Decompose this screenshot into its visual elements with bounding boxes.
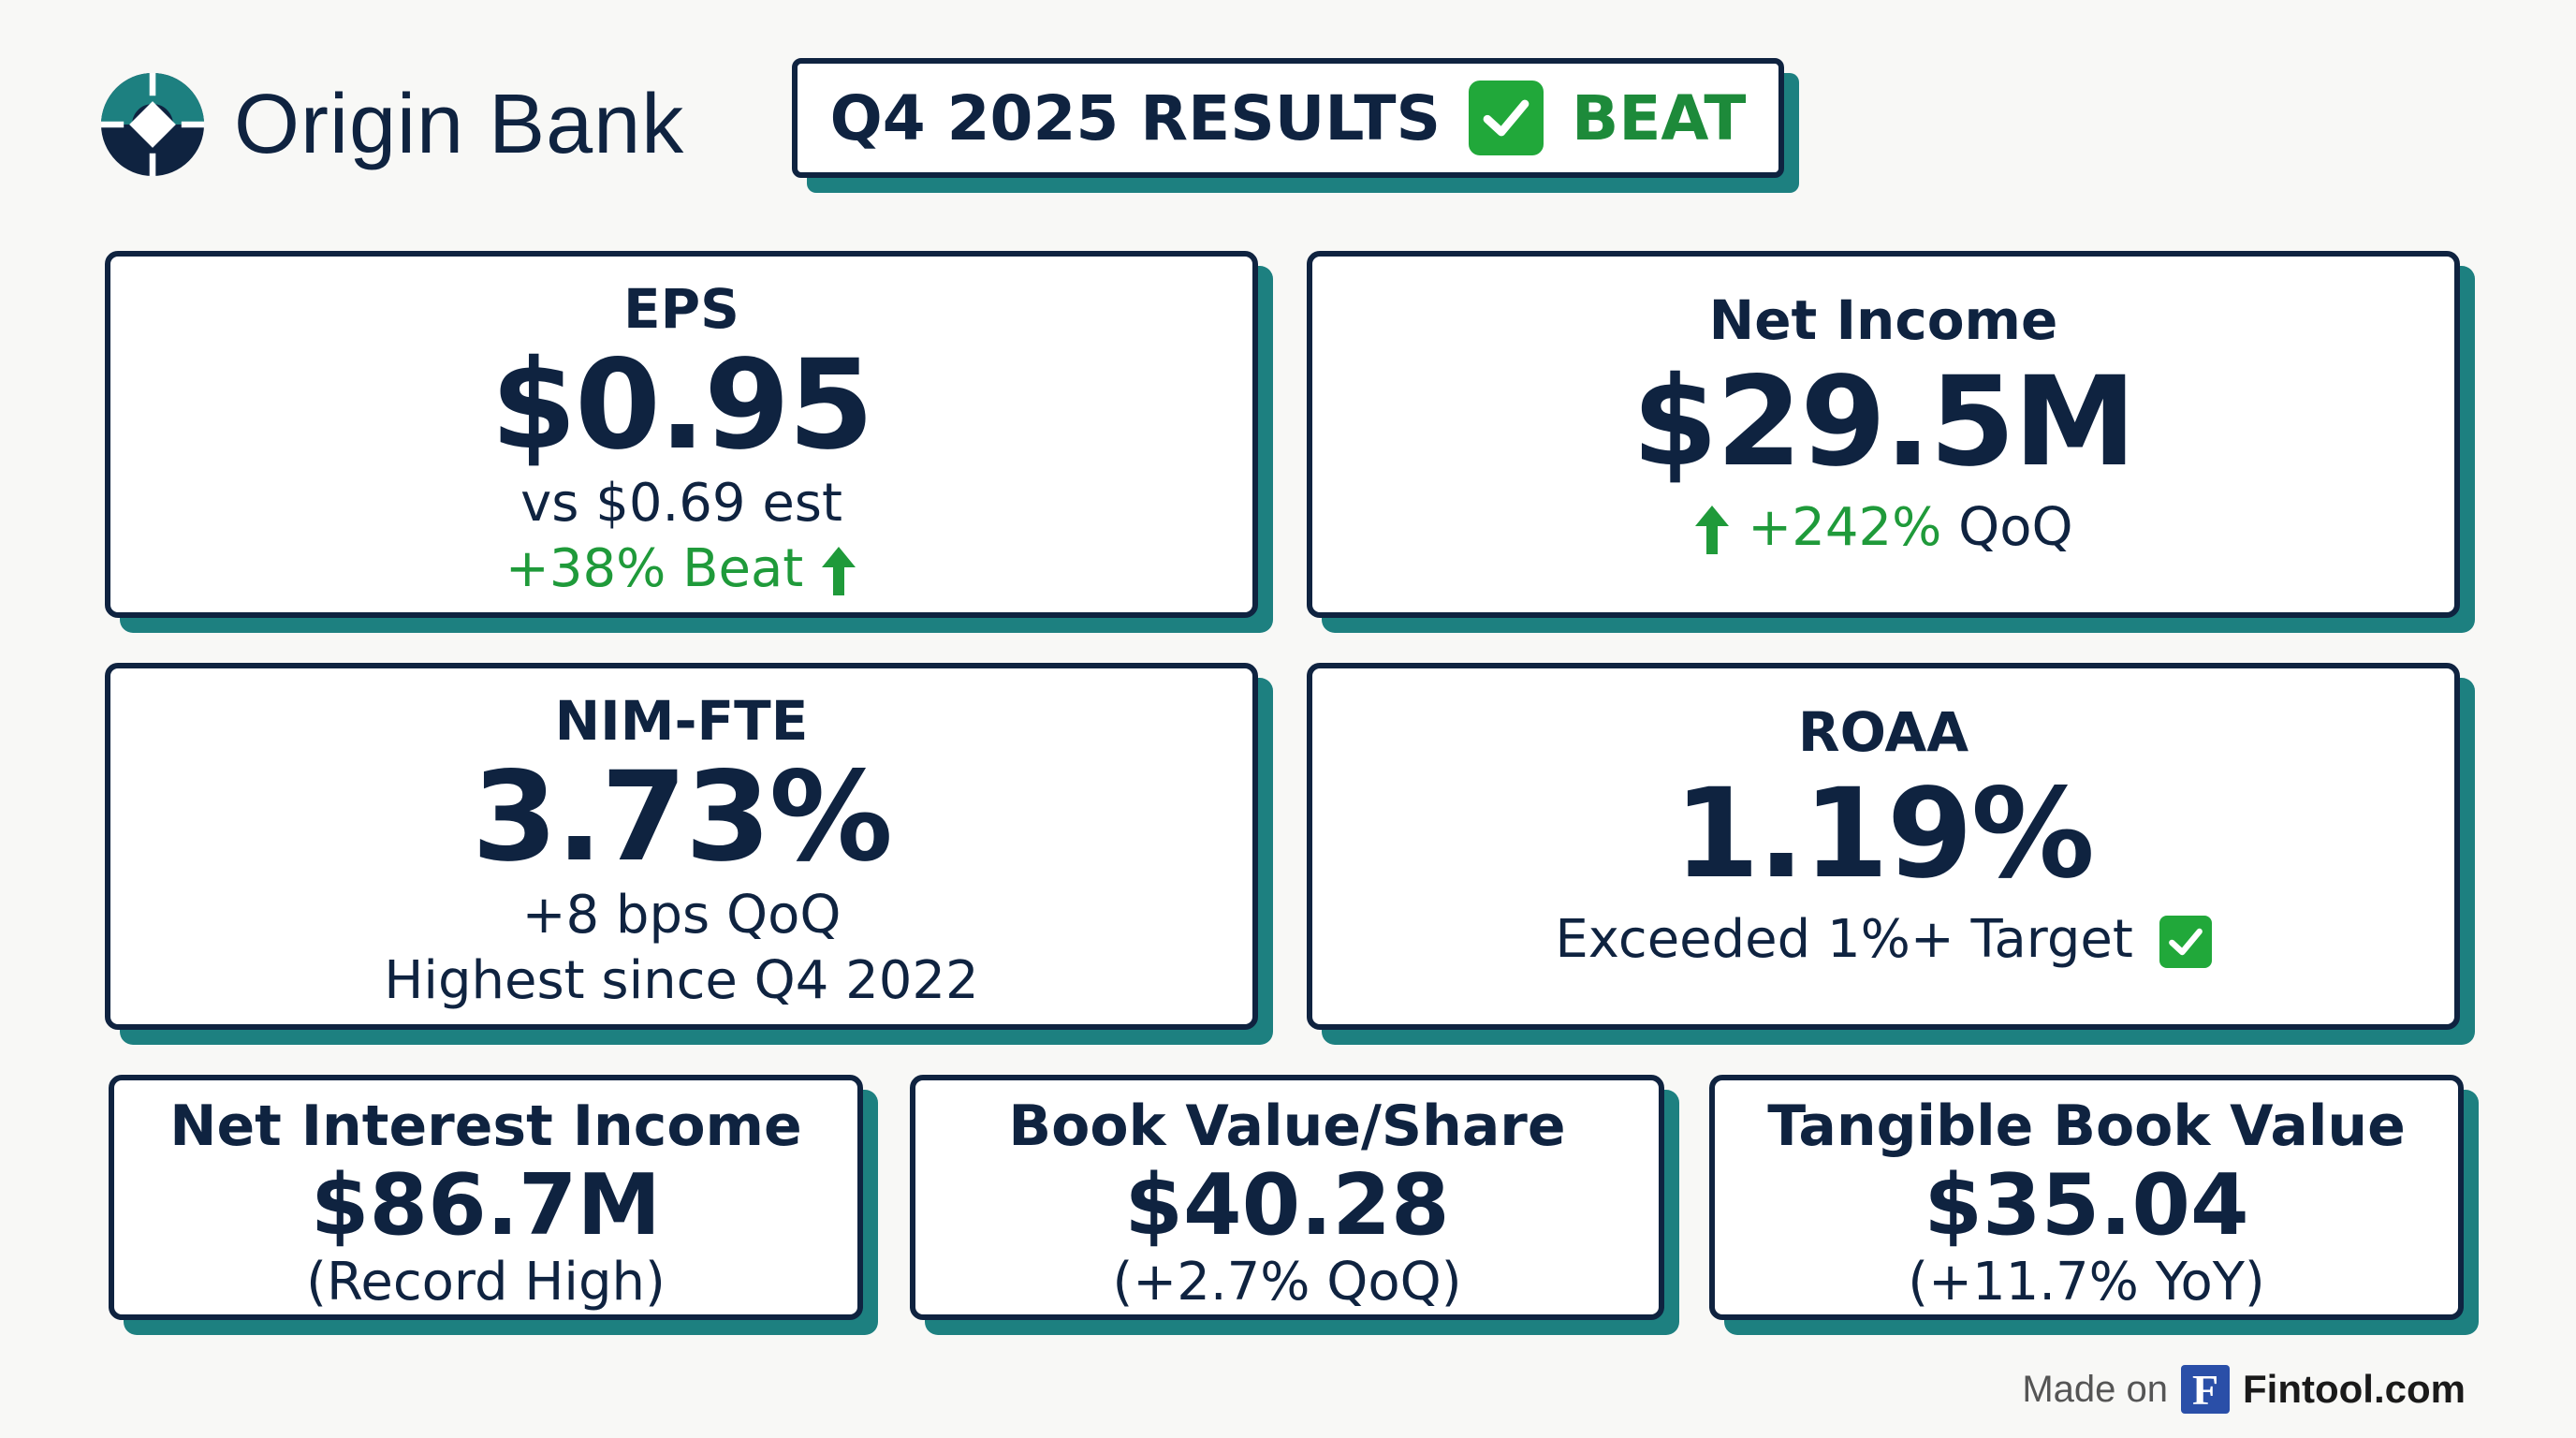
roaa-note-row: Exceeded 1%+ Target	[1312, 907, 2454, 973]
nim-value: 3.73%	[472, 745, 893, 889]
tbv-label: Tangible Book Value	[1767, 1093, 2406, 1159]
tbv-value: $35.04	[1924, 1156, 2249, 1255]
bvps-value: $40.28	[1124, 1156, 1450, 1255]
made-on-text: Made on	[2022, 1368, 2169, 1410]
fintool-link[interactable]: Fintool.com	[2243, 1367, 2466, 1411]
nim-note: Highest since Q4 2022	[384, 949, 979, 1011]
results-banner: Q4 2025 RESULTS BEAT	[792, 58, 1784, 178]
nim-change: +8 bps QoQ	[521, 884, 842, 946]
bvps-card: Book Value/Share $40.28 (+2.7% QoQ)	[910, 1075, 1664, 1320]
nii-value: $86.7M	[310, 1156, 662, 1255]
arrow-up-icon	[822, 547, 856, 596]
origin-bank-logo: Origin Bank	[101, 73, 684, 176]
net-income-delta-row: +242% QoQ	[1312, 495, 2454, 561]
arrow-up-icon	[1695, 506, 1730, 555]
roaa-value: 1.19%	[1674, 762, 2095, 906]
nii-note: (Record High)	[306, 1252, 666, 1313]
footer-attribution: Made on F Fintool.com	[2022, 1365, 2466, 1414]
net-income-label: Net Income	[1708, 288, 2058, 352]
tbv-note: (+11.7% YoY)	[1908, 1252, 2265, 1313]
net-income-delta-suffix: QoQ	[1941, 496, 2073, 558]
check-icon	[1469, 81, 1544, 155]
check-icon	[2159, 916, 2212, 969]
banner-title: Q4 2025 RESULTS	[829, 81, 1442, 154]
eps-label: EPS	[623, 277, 739, 341]
tbv-card: Tangible Book Value $35.04 (+11.7% YoY)	[1709, 1075, 2464, 1320]
eps-delta-row: +38% Beat	[110, 536, 1252, 602]
net-income-value: $29.5M	[1632, 350, 2137, 494]
roaa-note: Exceeded 1%+ Target	[1555, 908, 2133, 970]
eps-card: EPS $0.95 vs $0.69 est +38% Beat	[105, 251, 1258, 618]
nim-label: NIM-FTE	[554, 689, 809, 753]
bvps-label: Book Value/Share	[1008, 1093, 1566, 1159]
bvps-note: (+2.7% QoQ)	[1112, 1252, 1462, 1313]
nim-card: NIM-FTE 3.73% +8 bps QoQ Highest since Q…	[105, 663, 1258, 1030]
eps-comparison: vs $0.69 est	[520, 472, 842, 534]
fintool-logo-icon: F	[2181, 1365, 2231, 1414]
eps-value: $0.95	[490, 333, 874, 477]
net-income-delta: +242%	[1748, 496, 1942, 558]
nii-label: Net Interest Income	[169, 1093, 802, 1159]
brand-name: Origin Bank	[234, 77, 685, 171]
nii-card: Net Interest Income $86.7M (Record High)	[109, 1075, 863, 1320]
roaa-card: ROAA 1.19% Exceeded 1%+ Target	[1307, 663, 2460, 1030]
banner-status: BEAT	[1572, 81, 1747, 154]
roaa-label: ROAA	[1797, 700, 1969, 764]
net-income-card: Net Income $29.5M +242% QoQ	[1307, 251, 2460, 618]
origin-bank-logo-icon	[101, 73, 204, 176]
eps-delta: +38% Beat	[505, 537, 804, 599]
